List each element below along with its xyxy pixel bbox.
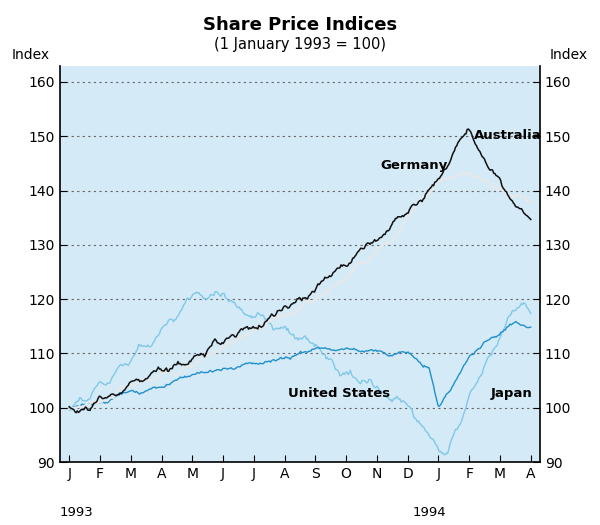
Text: 1994: 1994 <box>412 506 446 519</box>
Text: Share Price Indices: Share Price Indices <box>203 16 397 34</box>
Text: Index: Index <box>12 48 50 61</box>
Text: Australia: Australia <box>474 129 542 142</box>
Text: Germany: Germany <box>380 159 447 172</box>
Text: 1993: 1993 <box>60 506 94 519</box>
Text: (1 January 1993 = 100): (1 January 1993 = 100) <box>214 37 386 52</box>
Text: United States: United States <box>287 386 390 400</box>
Text: Japan: Japan <box>491 386 533 400</box>
Text: Index: Index <box>550 48 588 61</box>
